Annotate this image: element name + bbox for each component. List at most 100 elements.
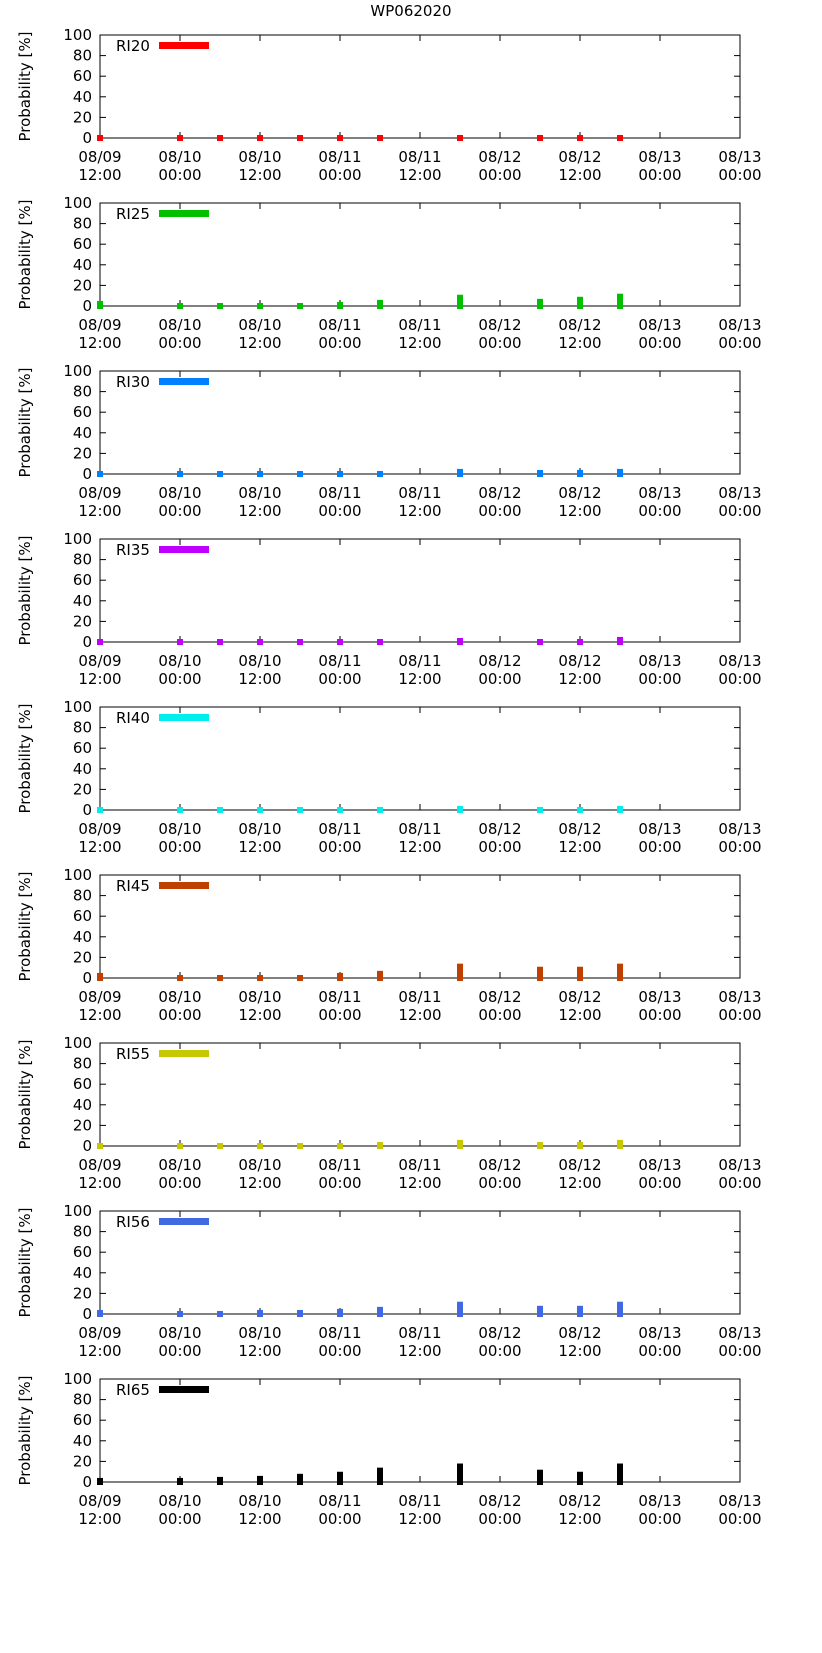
x-tick-date: 08/13 xyxy=(638,484,681,502)
bar xyxy=(337,1471,343,1485)
plot-frame xyxy=(99,706,741,811)
bar xyxy=(97,972,103,981)
bar xyxy=(377,1306,383,1317)
x-tick-date: 08/12 xyxy=(478,316,521,334)
y-tick-label: 20 xyxy=(73,612,92,630)
x-tick-time: 12:00 xyxy=(238,334,281,348)
x-tick-date: 08/13 xyxy=(718,652,761,670)
x-tick-date: 08/10 xyxy=(158,148,201,166)
x-tick-time: 12:00 xyxy=(398,1342,441,1356)
bar xyxy=(457,134,463,141)
y-tick-label: 80 xyxy=(73,1223,92,1241)
x-tick-date: 08/10 xyxy=(238,484,281,502)
y-tick-label: 20 xyxy=(73,1284,92,1302)
x-tick-date: 08/10 xyxy=(158,988,201,1006)
x-tick-date: 08/09 xyxy=(78,1324,121,1342)
legend-label: RI56 xyxy=(116,1213,150,1231)
bar xyxy=(457,294,463,309)
bar xyxy=(617,1463,623,1485)
bar xyxy=(177,639,183,645)
x-tick-date: 08/13 xyxy=(638,1324,681,1342)
bar xyxy=(377,1467,383,1485)
y-tick-label: 40 xyxy=(73,592,92,610)
bar xyxy=(617,1139,623,1149)
bar xyxy=(617,805,623,813)
y-axis-title: Probability [%] xyxy=(16,31,34,141)
x-tick-date: 08/13 xyxy=(638,988,681,1006)
x-tick-date: 08/13 xyxy=(718,148,761,166)
bar xyxy=(297,1143,303,1149)
x-tick-date: 08/13 xyxy=(718,820,761,838)
y-axis-title: Probability [%] xyxy=(16,871,34,981)
bar xyxy=(217,807,223,813)
x-tick-time: 00:00 xyxy=(718,1006,761,1020)
legend-label: RI55 xyxy=(116,1045,150,1063)
plot-frame xyxy=(99,1210,741,1315)
y-tick-label: 100 xyxy=(63,194,92,212)
bar xyxy=(617,293,623,309)
x-tick-time: 00:00 xyxy=(478,1174,521,1188)
chart-panel-ri35: 0 20 40 60 80 100 08/09 12:00 08/10 00:00 08/10 12:… xyxy=(0,504,822,684)
x-tick-date: 08/11 xyxy=(318,820,361,838)
x-tick-time: 00:00 xyxy=(638,1342,681,1356)
legend-swatch xyxy=(159,42,209,49)
x-tick-time: 12:00 xyxy=(398,1174,441,1188)
y-tick-label: 40 xyxy=(73,88,92,106)
x-tick-time: 12:00 xyxy=(238,502,281,516)
y-tick-label: 100 xyxy=(63,698,92,716)
y-tick-label: 0 xyxy=(82,129,92,147)
x-tick-date: 08/11 xyxy=(398,484,441,502)
plot-frame xyxy=(99,370,741,475)
bar xyxy=(617,636,623,645)
plot-frame xyxy=(99,538,741,643)
bar xyxy=(177,1143,183,1149)
x-tick-time: 00:00 xyxy=(478,1510,521,1524)
bar xyxy=(217,135,223,141)
bar xyxy=(577,1305,583,1317)
figure-title: WP062020 xyxy=(370,2,452,20)
bar xyxy=(377,135,383,141)
chart-svg: 02040608010008/0912:0008/1000:0008/1012:… xyxy=(16,866,762,1020)
y-axis-title: Probability [%] xyxy=(16,199,34,309)
x-tick-date: 08/10 xyxy=(158,652,201,670)
x-tick-date: 08/10 xyxy=(238,1492,281,1510)
y-axis-title: Probability [%] xyxy=(16,1039,34,1149)
bar xyxy=(177,471,183,477)
x-tick-date: 08/11 xyxy=(318,988,361,1006)
y-tick-label: 20 xyxy=(73,780,92,798)
legend-label: RI30 xyxy=(116,373,150,391)
x-tick-date: 08/12 xyxy=(478,484,521,502)
x-tick-time: 00:00 xyxy=(478,1342,521,1356)
bar xyxy=(617,468,623,477)
y-tick-label: 20 xyxy=(73,108,92,126)
x-tick-time: 12:00 xyxy=(398,670,441,684)
bar xyxy=(177,135,183,141)
bar xyxy=(337,135,343,141)
bar xyxy=(177,1477,183,1485)
x-tick-time: 00:00 xyxy=(638,1006,681,1020)
x-tick-time: 00:00 xyxy=(718,1342,761,1356)
x-tick-time: 12:00 xyxy=(78,1510,121,1524)
x-tick-date: 08/13 xyxy=(718,1492,761,1510)
bar xyxy=(577,1471,583,1485)
x-tick-date: 08/10 xyxy=(238,316,281,334)
legend-swatch xyxy=(159,546,209,553)
y-tick-label: 0 xyxy=(82,1305,92,1323)
x-tick-time: 12:00 xyxy=(398,502,441,516)
legend-swatch xyxy=(159,882,209,889)
bar xyxy=(217,1143,223,1149)
bar xyxy=(297,974,303,981)
y-tick-label: 0 xyxy=(82,801,92,819)
bar xyxy=(177,974,183,981)
x-tick-time: 00:00 xyxy=(718,1510,761,1524)
chart-svg: 02040608010008/0912:0008/1000:0008/1012:… xyxy=(16,1370,762,1524)
x-tick-date: 08/12 xyxy=(478,1324,521,1342)
y-tick-label: 40 xyxy=(73,1432,92,1450)
y-axis-title: Probability [%] xyxy=(16,535,34,645)
x-tick-date: 08/11 xyxy=(398,316,441,334)
x-tick-time: 00:00 xyxy=(318,1006,361,1020)
y-tick-label: 80 xyxy=(73,887,92,905)
x-tick-time: 12:00 xyxy=(78,166,121,180)
y-tick-label: 40 xyxy=(73,424,92,442)
x-tick-time: 12:00 xyxy=(398,166,441,180)
